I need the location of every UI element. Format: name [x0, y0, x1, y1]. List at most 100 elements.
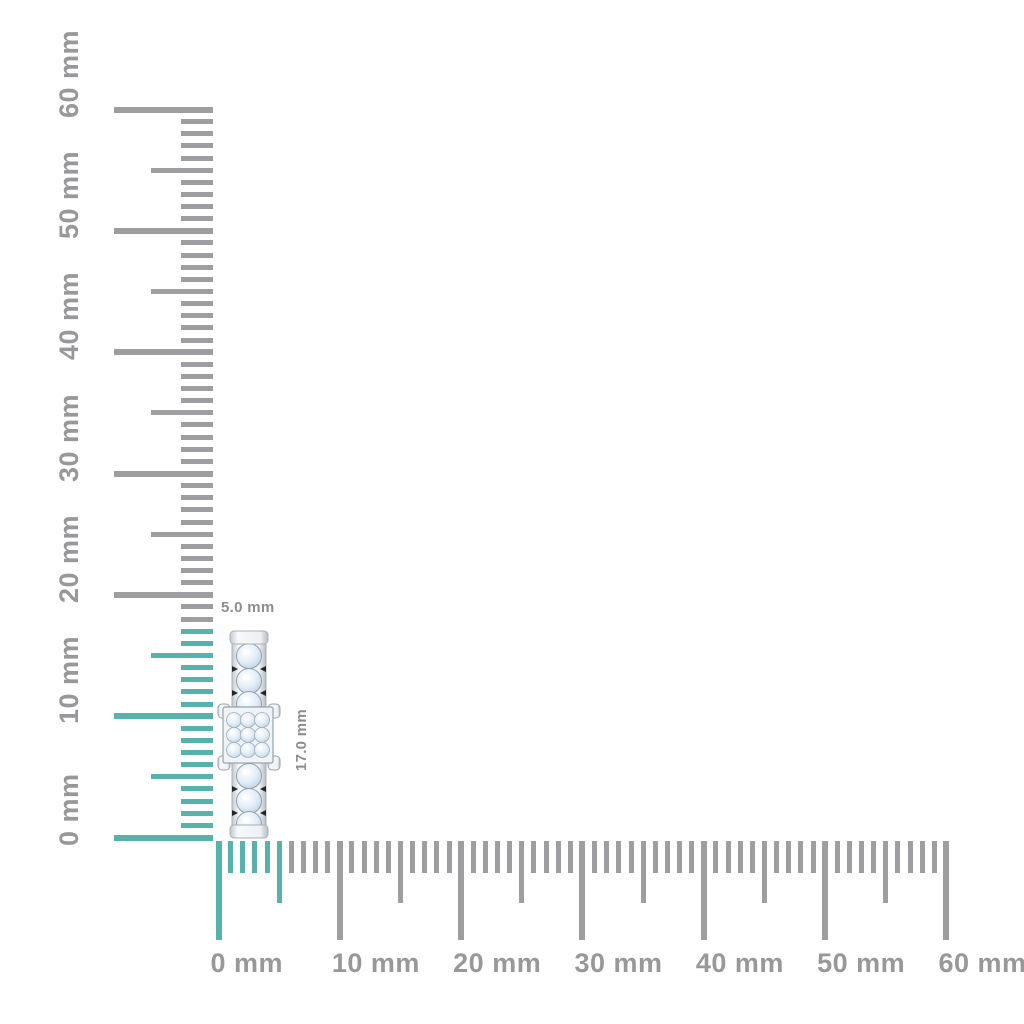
v-ruler-tick-58mm	[181, 131, 213, 137]
v-ruler-tick-7mm	[181, 750, 213, 756]
v-ruler-tick-31mm	[181, 458, 213, 464]
h-ruler-tick-55mm	[883, 841, 889, 903]
v-ruler-tick-41mm	[181, 337, 213, 343]
h-ruler-tick-3mm	[252, 841, 258, 873]
v-ruler-tick-21mm	[181, 580, 213, 586]
v-ruler-tick-13mm	[181, 677, 213, 683]
v-ruler-tick-8mm	[181, 737, 213, 743]
h-ruler-tick-34mm	[628, 841, 634, 873]
v-ruler-tick-43mm	[181, 313, 213, 319]
h-ruler-tick-26mm	[531, 841, 537, 873]
h-ruler-tick-14mm	[385, 841, 391, 873]
v-ruler-tick-0mm	[114, 834, 213, 841]
h-ruler-tick-7mm	[300, 841, 306, 873]
h-ruler-tick-57mm	[907, 841, 913, 873]
h-ruler-tick-39mm	[689, 841, 695, 873]
v-ruler-tick-22mm	[181, 568, 213, 574]
h-ruler-tick-24mm	[507, 841, 513, 873]
v-ruler-tick-20mm	[114, 591, 213, 598]
h-ruler-tick-4mm	[264, 841, 270, 873]
h-ruler-tick-35mm	[640, 841, 646, 903]
h-ruler-label-10mm: 10 mm	[331, 948, 420, 978]
h-ruler-tick-25mm	[519, 841, 525, 903]
v-ruler-tick-53mm	[181, 191, 213, 197]
h-ruler-tick-8mm	[313, 841, 319, 873]
h-ruler-label-30mm: 30 mm	[574, 948, 663, 978]
h-ruler-tick-48mm	[798, 841, 804, 873]
v-ruler-tick-35mm	[151, 410, 213, 416]
v-ruler-tick-9mm	[181, 725, 213, 731]
v-ruler-tick-49mm	[181, 240, 213, 246]
h-ruler-tick-21mm	[470, 841, 476, 873]
h-ruler-label-60mm: 60 mm	[938, 948, 1024, 978]
v-ruler-tick-45mm	[151, 289, 213, 294]
h-ruler-tick-54mm	[871, 841, 877, 873]
v-ruler-tick-4mm	[181, 786, 213, 792]
h-ruler-tick-46mm	[774, 841, 780, 873]
v-ruler-tick-34mm	[181, 422, 213, 428]
v-ruler-tick-15mm	[151, 653, 213, 658]
h-ruler-tick-19mm	[446, 841, 452, 873]
item-height-label: 17.0 mm	[293, 708, 310, 772]
h-ruler-tick-12mm	[361, 841, 367, 873]
h-ruler-tick-38mm	[677, 841, 683, 873]
h-ruler-tick-16mm	[410, 841, 416, 873]
v-ruler-tick-23mm	[181, 555, 213, 561]
h-ruler-tick-44mm	[749, 841, 755, 873]
h-ruler-tick-10mm	[336, 841, 343, 940]
v-ruler-tick-38mm	[181, 373, 213, 379]
h-ruler-tick-5mm	[276, 841, 282, 903]
cluster-sparkles	[230, 715, 262, 749]
v-ruler-tick-47mm	[181, 264, 213, 270]
v-ruler-tick-59mm	[181, 119, 213, 125]
h-ruler-tick-15mm	[397, 841, 403, 903]
h-ruler-tick-1mm	[228, 841, 234, 873]
h-ruler-tick-51mm	[834, 841, 840, 873]
v-ruler-label-10mm: 10 mm	[54, 636, 84, 725]
v-ruler-tick-52mm	[181, 204, 213, 210]
prong-shadows	[232, 666, 266, 816]
h-ruler-label-50mm: 50 mm	[817, 948, 906, 978]
v-ruler-tick-42mm	[181, 325, 213, 331]
h-ruler-tick-36mm	[652, 841, 658, 873]
v-ruler-label-0mm: 0 mm	[54, 772, 84, 846]
v-ruler-tick-26mm	[181, 519, 213, 525]
v-ruler-tick-33mm	[181, 434, 213, 440]
h-ruler-tick-18mm	[434, 841, 440, 873]
h-ruler-tick-52mm	[846, 841, 852, 873]
h-ruler-tick-49mm	[810, 841, 816, 873]
h-ruler-tick-40mm	[700, 841, 707, 940]
ring-band-bottom-cap	[229, 824, 269, 839]
h-ruler-tick-47mm	[786, 841, 792, 873]
h-ruler-tick-60mm	[943, 841, 950, 940]
v-ruler-tick-2mm	[181, 810, 213, 816]
h-ruler-tick-45mm	[761, 841, 767, 903]
h-ruler-tick-0mm	[215, 841, 222, 940]
h-ruler-tick-2mm	[240, 841, 246, 873]
v-ruler-tick-60mm	[114, 106, 213, 113]
h-ruler-tick-42mm	[725, 841, 731, 873]
v-ruler-tick-25mm	[151, 531, 213, 537]
v-ruler-tick-55mm	[151, 167, 213, 173]
v-ruler-tick-32mm	[181, 446, 213, 452]
h-ruler-tick-56mm	[895, 841, 901, 873]
h-ruler-tick-13mm	[373, 841, 379, 873]
v-ruler-tick-28mm	[181, 495, 213, 501]
v-ruler-tick-1mm	[181, 822, 213, 828]
h-ruler-tick-28mm	[555, 841, 561, 873]
v-ruler-label-60mm: 60 mm	[54, 29, 84, 118]
v-ruler-tick-3mm	[181, 798, 213, 804]
h-ruler-tick-53mm	[859, 841, 865, 873]
v-ruler-tick-40mm	[114, 349, 213, 356]
v-ruler-tick-12mm	[181, 689, 213, 695]
v-ruler-tick-17mm	[181, 628, 213, 634]
h-ruler-tick-9mm	[325, 841, 331, 873]
v-ruler-tick-19mm	[181, 604, 213, 610]
v-ruler-tick-10mm	[114, 713, 213, 720]
h-ruler-tick-31mm	[592, 841, 598, 873]
v-ruler-label-50mm: 50 mm	[54, 150, 84, 239]
v-ruler-tick-30mm	[114, 470, 213, 477]
h-ruler-tick-58mm	[919, 841, 925, 873]
v-ruler-tick-50mm	[114, 227, 213, 234]
v-ruler-tick-46mm	[181, 276, 213, 282]
